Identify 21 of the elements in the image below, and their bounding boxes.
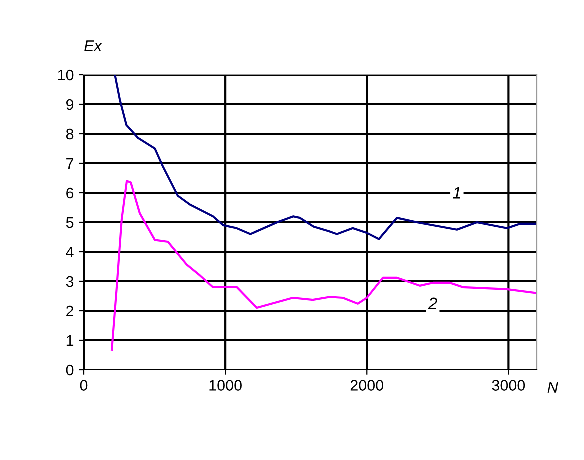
y-tick-label: 6 <box>66 188 74 199</box>
x-tick-label: 1000 <box>210 380 242 391</box>
y-tick-label: 9 <box>66 99 74 110</box>
y-tick-label: 4 <box>66 247 74 258</box>
y-tick-label: 2 <box>66 306 74 317</box>
x-axis-title: N <box>548 382 558 393</box>
x-tick-label: 2000 <box>350 380 384 391</box>
line-series <box>114 75 537 240</box>
y-tick-label: 7 <box>66 158 74 170</box>
y-tick-label: 0 <box>66 364 74 376</box>
y-axis-title: Ex <box>84 40 102 52</box>
y-tick-label: 8 <box>66 128 74 140</box>
series-label: 1 <box>452 187 460 199</box>
y-tick-label: 3 <box>66 276 74 288</box>
x-tick-label: 0 <box>80 380 88 391</box>
line-series <box>110 180 537 351</box>
series-label: 2 <box>428 298 438 310</box>
y-tick-label: 5 <box>66 218 74 228</box>
x-tick-label: 3000 <box>492 380 526 391</box>
y-tick-label: 1 <box>66 336 74 346</box>
y-tick-label: 10 <box>58 70 74 81</box>
